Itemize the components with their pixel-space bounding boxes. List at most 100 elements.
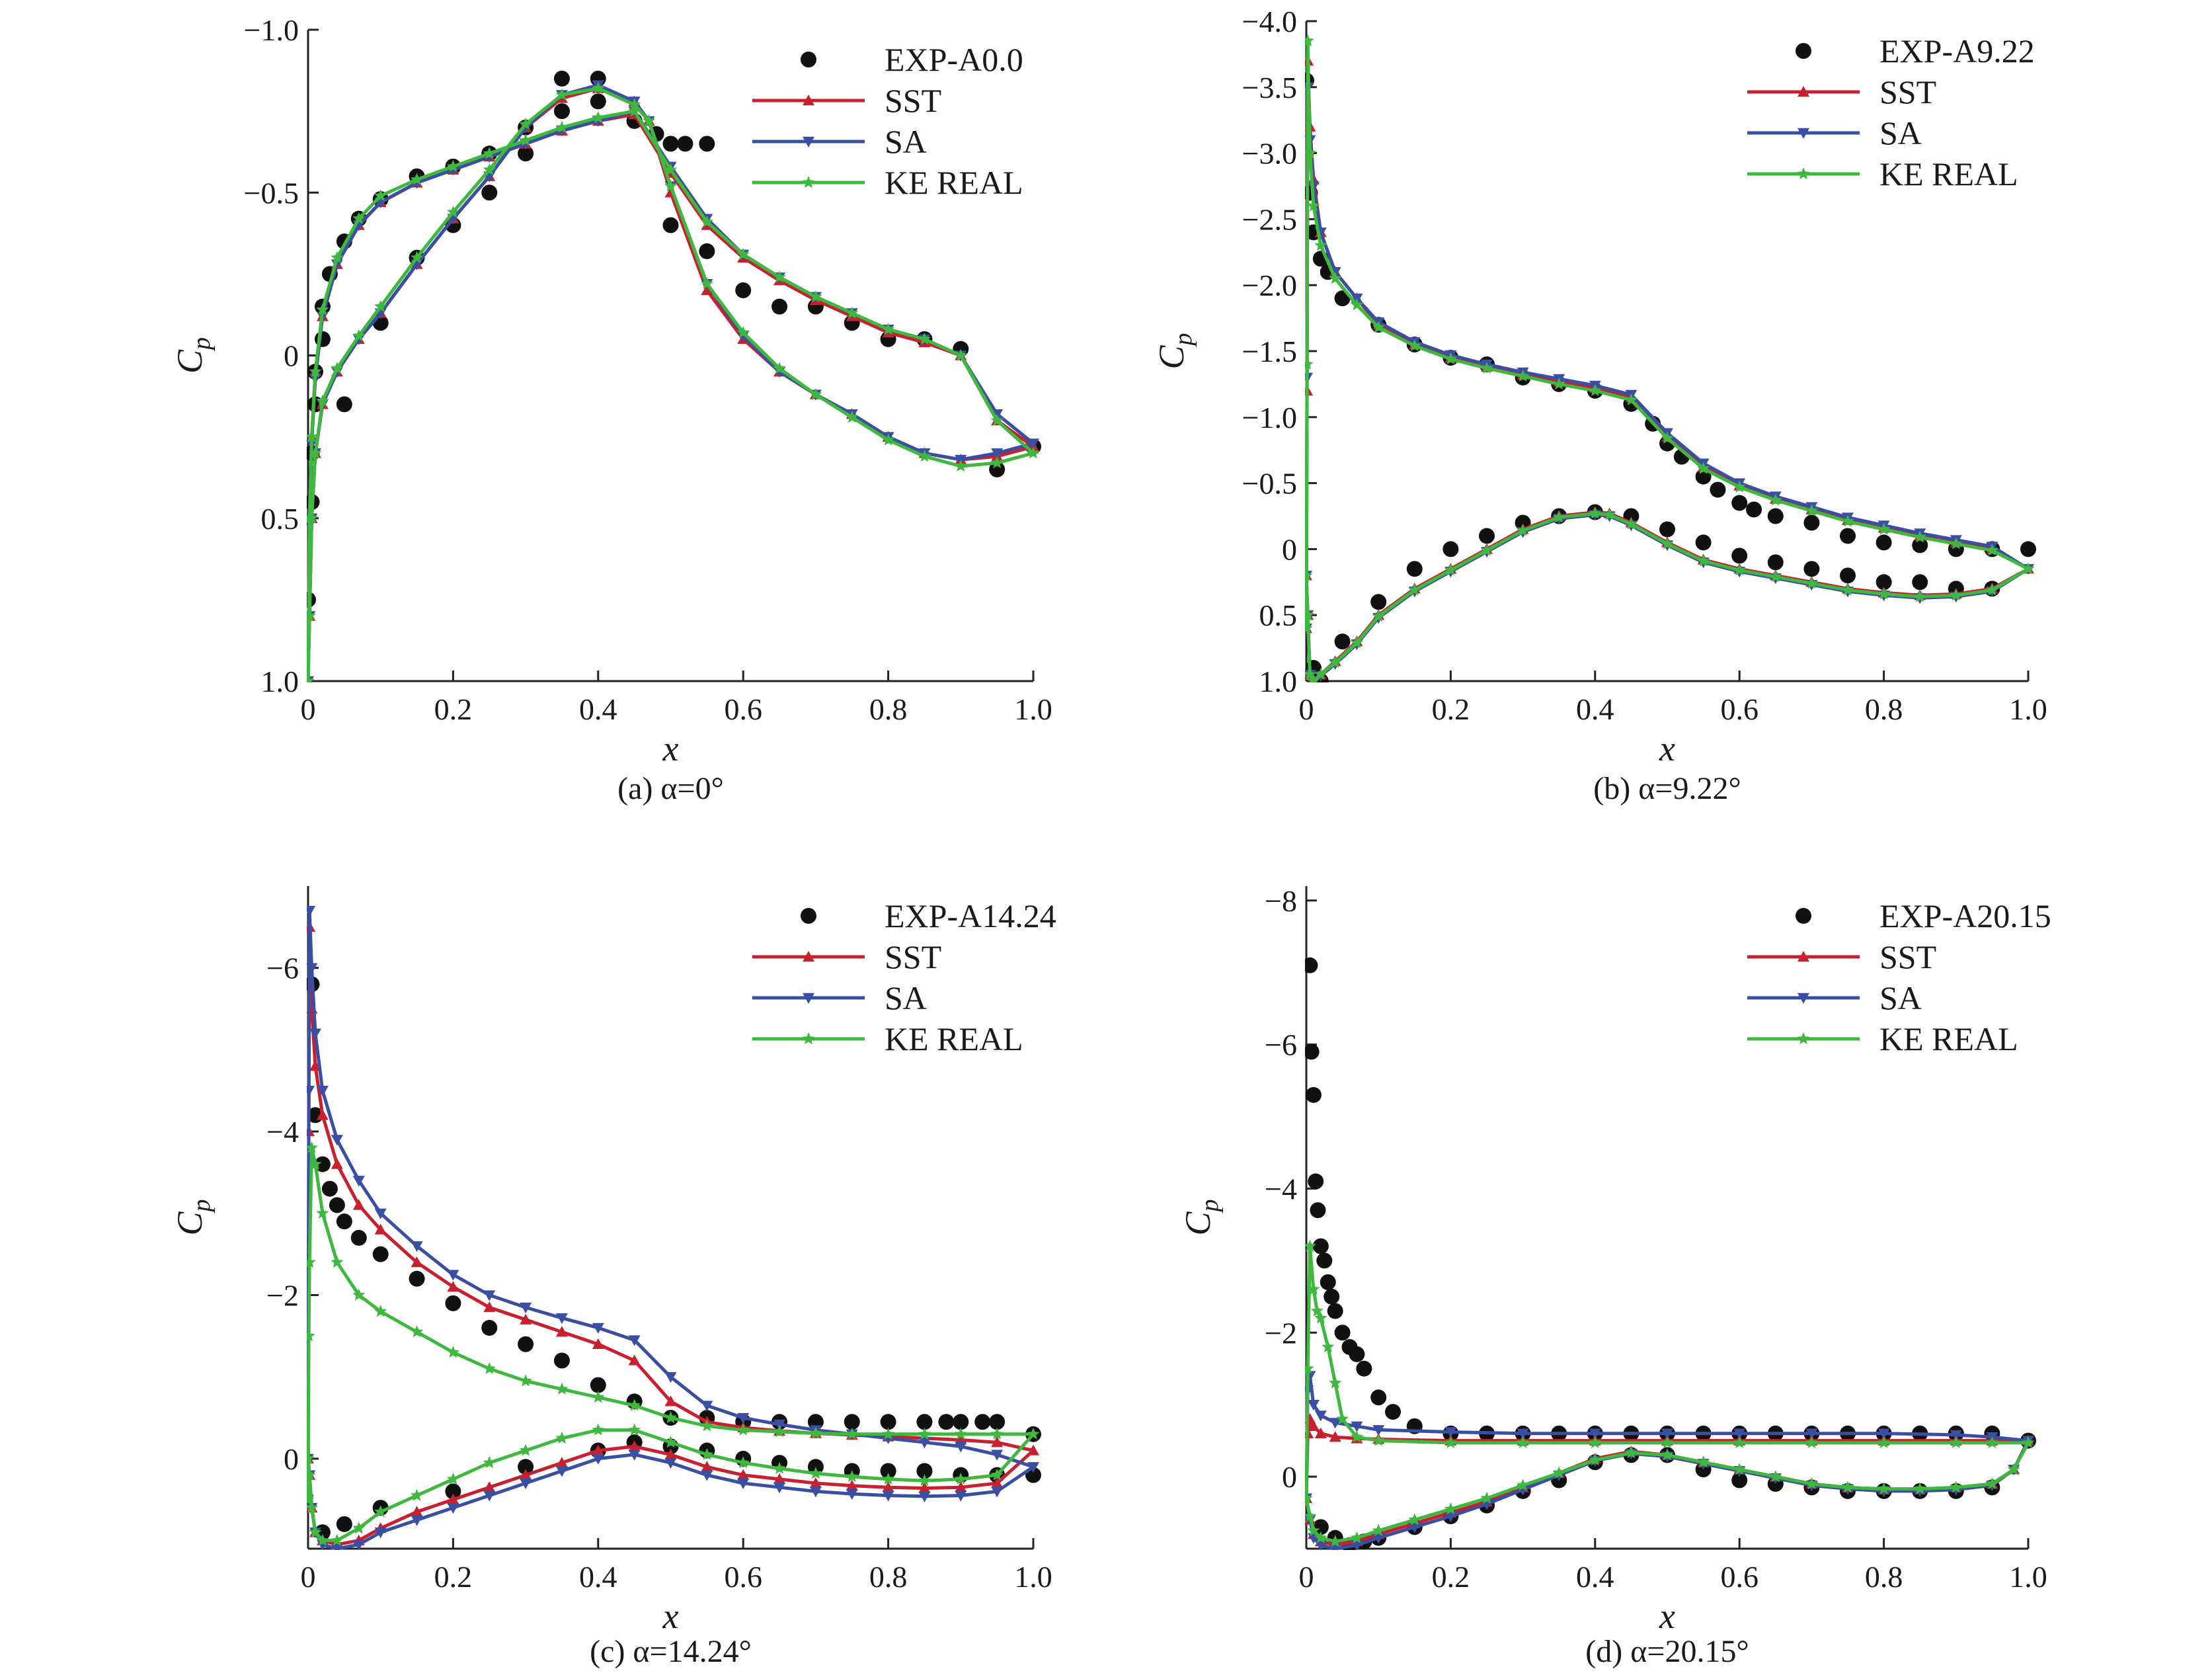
legend-label-exp-a0-0: EXP-A0.0: [885, 41, 1023, 78]
legend-label-sst: SST: [1879, 73, 1936, 110]
x-tick-label: 0.2: [1432, 1560, 1470, 1594]
marker-ke-real: [954, 348, 967, 361]
panel-a: 0 0.2 0.4 0.6 0.8 1.0 −1.0 −0.5 0 0.5 1.0 x Cp EXP-A0…: [170, 13, 1052, 806]
x-tick-label: 1.0: [2009, 1560, 2047, 1594]
marker-ke-real: [954, 1427, 967, 1440]
marker-sa: [1517, 1428, 1529, 1440]
marker-sst: [520, 1313, 532, 1325]
marker-ke-real: [307, 511, 318, 524]
legend-label-exp-a20-15: EXP-A20.15: [1879, 897, 2051, 934]
point-exp-a14-24: [880, 1463, 896, 1479]
point-exp-a9-22: [1746, 501, 1762, 518]
marker-ke-real: [316, 394, 329, 407]
y-tick-label: −0.5: [244, 176, 299, 210]
point-exp-a20-15: [1320, 1274, 1336, 1291]
marker-sst: [991, 1436, 1004, 1448]
point-exp-a14-24: [938, 1414, 955, 1430]
marker-sst: [628, 1440, 641, 1451]
x-tick-label: 0.6: [724, 692, 762, 726]
marker-ke-real: [307, 1329, 315, 1342]
y-tick-label: −2: [1265, 1316, 1297, 1350]
marker-ke-real: [1733, 1463, 1746, 1475]
marker-ke-real: [1985, 544, 1998, 556]
point-exp-a14-24: [916, 1414, 933, 1430]
marker-sst: [555, 1326, 568, 1337]
marker-ke-real: [374, 1305, 387, 1317]
marker-ke-real: [1913, 590, 1926, 602]
legend-marker-exp-a0-0: [801, 52, 816, 67]
y-tick-label: 0: [284, 339, 299, 373]
y-axis-label-main: C: [1152, 345, 1191, 370]
legend-marker-ke-real: [802, 1032, 815, 1045]
point-exp-a14-24: [481, 1320, 498, 1336]
marker-sa: [955, 1442, 967, 1453]
point-exp-a9-22: [1840, 528, 1856, 544]
marker-ke-real: [1733, 1436, 1746, 1448]
marker-ke-real: [331, 251, 344, 263]
marker-ke-real: [1661, 537, 1674, 550]
plot-area: [307, 70, 1041, 682]
marker-ke-real: [309, 1526, 322, 1538]
point-exp-a20-15: [1308, 1173, 1324, 1190]
marker-ke-real: [374, 189, 387, 202]
point-exp-a20-15: [1356, 1360, 1372, 1377]
marker-ke-real: [736, 1456, 750, 1469]
marker-sa: [331, 1135, 343, 1146]
marker-ke-real: [954, 1472, 967, 1485]
marker-ke-real: [1027, 446, 1040, 459]
marker-ke-real: [1372, 1434, 1385, 1446]
marker-sa: [1027, 438, 1039, 450]
point-exp-a20-15: [1334, 1325, 1351, 1341]
marker-ke-real: [1408, 339, 1421, 352]
marker-sst: [1329, 1431, 1341, 1442]
series-line-sa: [307, 83, 1035, 682]
point-exp-a14-24: [409, 1270, 425, 1287]
marker-ke-real: [316, 1206, 329, 1219]
marker-ke-real: [352, 1288, 366, 1301]
point-exp-a14-24: [518, 1459, 534, 1475]
marker-ke-real: [1305, 1239, 1316, 1252]
marker-sa: [520, 1302, 532, 1314]
marker-sa: [555, 1313, 568, 1325]
y-axis-label-sub: p: [1196, 1199, 1224, 1213]
point-exp-a9-22: [1876, 534, 1892, 551]
marker-ke-real: [1877, 1436, 1891, 1448]
legend-marker-sst: [803, 951, 814, 962]
point-exp-a9-22: [1479, 528, 1495, 544]
y-tick-label: −6: [1265, 1028, 1297, 1062]
marker-sst: [882, 1481, 894, 1492]
marker-ke-real: [1661, 431, 1674, 444]
marker-ke-real: [307, 1256, 316, 1268]
point-exp-a14-24: [553, 1352, 570, 1369]
marker-ke-real: [1805, 1477, 1818, 1490]
legend-label-ke-real: KE REAL: [1879, 155, 2018, 192]
marker-ke-real: [309, 446, 322, 459]
marker-ke-real: [1314, 239, 1327, 251]
marker-ke-real: [954, 460, 967, 471]
marker-ke-real: [1589, 507, 1602, 519]
legend-marker-ke-real: [1797, 1032, 1810, 1045]
marker-sa: [701, 1401, 713, 1412]
y-axis-label: Cp: [1178, 1199, 1224, 1235]
point-exp-a20-15: [1370, 1389, 1387, 1406]
series-line-ke-real: [307, 1146, 1035, 1543]
marker-ke-real: [846, 1427, 859, 1440]
marker-ke-real: [990, 414, 1004, 427]
y-tick-label: 0.5: [1259, 598, 1298, 632]
marker-sa: [991, 1487, 1004, 1498]
marker-sst: [701, 1461, 713, 1472]
y-axis-label-sub: p: [188, 1199, 216, 1213]
marker-ke-real: [1697, 554, 1710, 567]
point-exp-a9-22: [1803, 561, 1820, 577]
marker-ke-real: [1517, 524, 1530, 536]
marker-ke-real: [519, 1444, 532, 1456]
marker-ke-real: [1372, 321, 1385, 333]
marker-ke-real: [846, 306, 859, 319]
point-exp-a9-22: [1767, 508, 1784, 524]
marker-sa: [664, 1372, 677, 1383]
point-exp-a14-24: [336, 1516, 352, 1532]
marker-ke-real: [411, 1325, 424, 1338]
marker-sa: [701, 1470, 713, 1481]
legend: EXP-A20.15 SST SA KE REAL: [1747, 897, 2051, 1057]
x-tick-label: 0.8: [1865, 1560, 1903, 1594]
